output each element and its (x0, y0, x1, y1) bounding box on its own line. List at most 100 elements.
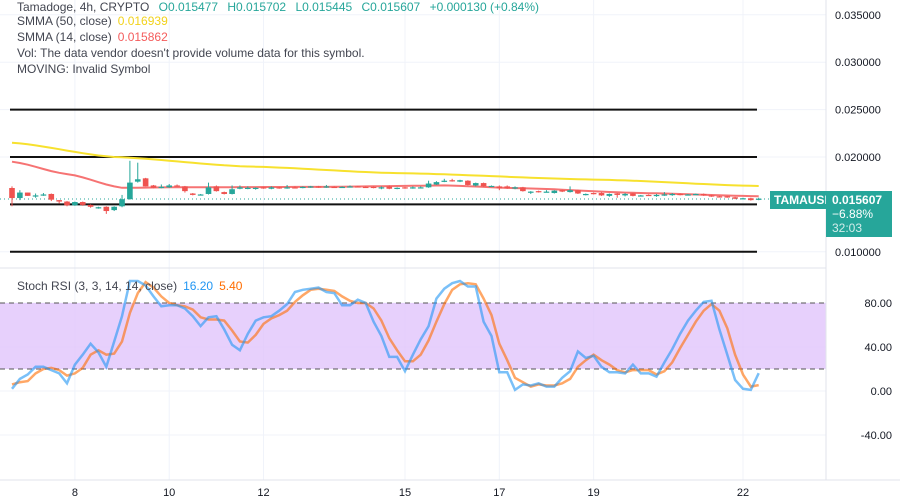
candle (582, 193, 589, 196)
candle (331, 186, 338, 189)
candle-body (378, 187, 385, 189)
candle-body (606, 193, 613, 196)
time-tick-label: 10 (163, 487, 175, 499)
time-tick-label: 15 (399, 487, 411, 499)
candle (166, 184, 172, 188)
candle (527, 191, 534, 194)
candle (622, 193, 628, 197)
candle (142, 177, 149, 187)
candle-body (732, 197, 738, 199)
candle (150, 184, 157, 189)
price-tag-countdown: 32:03 (832, 221, 863, 235)
candle (457, 179, 463, 183)
stoch-tick-label: 80.00 (864, 298, 892, 310)
candle-body (748, 198, 754, 201)
legend-smma50[interactable]: SMMA (50, close) 0.016939 (17, 14, 168, 28)
candle (630, 193, 636, 197)
candle (645, 194, 652, 197)
price-tick-label: 0.035000 (835, 10, 881, 22)
candle-body (284, 187, 290, 189)
candle-body (323, 186, 330, 188)
candle (174, 184, 180, 187)
candle (347, 185, 353, 188)
candle-body (355, 186, 361, 188)
candle-body (645, 194, 652, 197)
candle-body (150, 185, 157, 188)
candle-body (724, 196, 731, 198)
price-tick-label: 0.020000 (835, 152, 881, 164)
candle (417, 186, 424, 189)
candle (669, 193, 676, 196)
candle (677, 193, 683, 196)
candle (425, 180, 432, 188)
candle (189, 193, 196, 196)
candle (339, 186, 345, 189)
symbol-header: Tamadoge, 4h, CRYPTO O0.015477 H0.015702… (17, 0, 539, 14)
candle (590, 192, 597, 195)
smma14-label: SMMA (14, close) (17, 30, 112, 44)
candle (394, 187, 400, 190)
time-tick-label: 19 (588, 487, 600, 499)
candle-body (119, 199, 125, 207)
candle-body (95, 207, 102, 209)
candle-body (197, 194, 204, 196)
candle (724, 195, 731, 198)
candle-body (614, 193, 621, 195)
candle-body (111, 206, 117, 211)
price-tag-change: −6.88% (832, 207, 874, 221)
legend-volume[interactable]: Vol: The data vendor doesn't provide vol… (17, 46, 365, 60)
candle (378, 186, 385, 190)
candle (87, 204, 94, 208)
candle (32, 193, 39, 198)
candle (535, 190, 542, 193)
candle-body (465, 180, 471, 185)
candle-body (543, 191, 550, 193)
candle-body (276, 187, 283, 189)
candle-body (127, 182, 133, 200)
candle-body (174, 185, 180, 187)
candle-body (575, 190, 581, 194)
legend-moving[interactable]: MOVING: Invalid Symbol (17, 62, 151, 76)
candle (732, 196, 738, 200)
candle (40, 193, 47, 196)
candle (575, 189, 581, 194)
candle (433, 181, 440, 185)
candle (237, 185, 243, 190)
candle-body (520, 187, 526, 192)
legend-smma14[interactable]: SMMA (14, close) 0.015862 (17, 30, 168, 44)
candle-body (347, 186, 353, 188)
candle (221, 191, 228, 195)
candle-body (213, 186, 220, 192)
stoch-tick-label: -40.00 (861, 430, 892, 442)
symbol-line[interactable]: Tamadoge, 4h, CRYPTO (17, 0, 150, 14)
candle-body (300, 186, 306, 189)
symbol-tag: TAMAUSD (770, 191, 838, 209)
candle (127, 160, 133, 200)
candle (260, 186, 267, 189)
candle (292, 186, 298, 189)
candle (111, 206, 117, 212)
candle-body (166, 185, 172, 188)
candle-body (449, 180, 455, 182)
price-scale[interactable]: 0.035000 0.030000 0.025000 0.020000 0.010000 (835, 10, 881, 259)
candle-body (590, 193, 597, 195)
candle-body (433, 182, 440, 185)
candle-body (142, 178, 149, 187)
time-axis[interactable]: 8 10 12 15 17 19 22 (72, 487, 749, 499)
candle-body (410, 187, 416, 189)
candle (700, 193, 707, 196)
candle-body (362, 186, 369, 189)
candle-body (24, 192, 31, 196)
candle-body (622, 193, 628, 196)
candle (488, 185, 495, 188)
candle-body (158, 186, 165, 189)
legend-stoch-rsi[interactable]: Stoch RSI (3, 3, 14, 14, close) 16.20 5.40 (17, 279, 242, 293)
candle-body (488, 185, 495, 188)
candle-body (480, 183, 487, 187)
candle-body (716, 196, 723, 198)
candle-body (425, 183, 432, 188)
candle-body (582, 193, 589, 196)
candle (95, 206, 102, 209)
stoch-scale[interactable]: 80.00 40.00 0.00 -40.00 (861, 298, 892, 442)
